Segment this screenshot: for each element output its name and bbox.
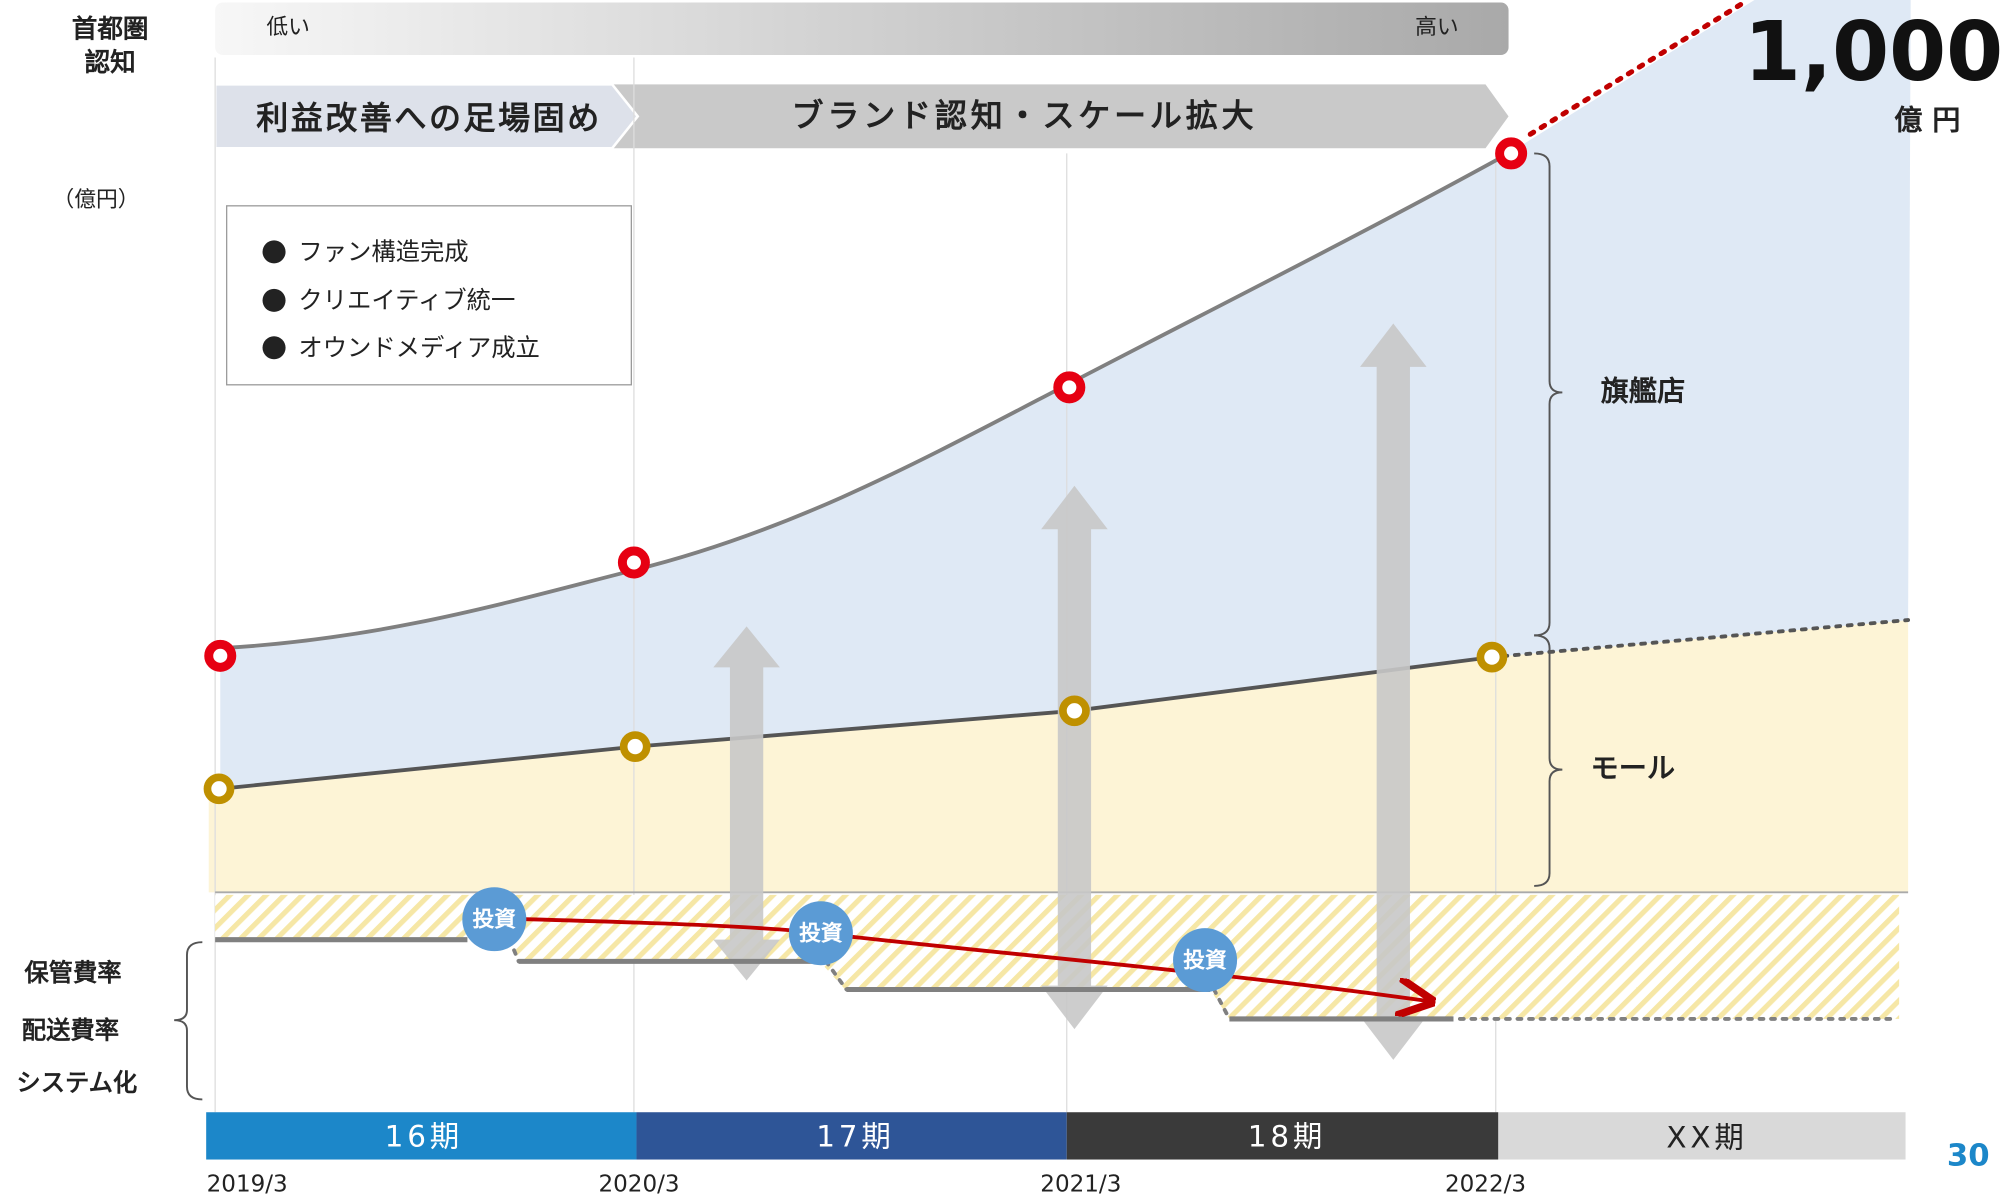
awareness-label: 首都圏 [72,14,149,45]
legend-bullet [262,288,286,312]
date-label: 2020/3 [598,1172,679,1198]
flagship-markers [204,137,1528,672]
awareness-high: 高い [1415,15,1459,40]
legend-item: ファン構造完成 [298,237,468,266]
unit: （億円） [53,188,140,213]
phase-arrow [608,84,1509,149]
date-label: 2019/3 [207,1172,288,1198]
cost-label: 保管費率 [23,958,121,987]
target-unit: 億 円 [1894,103,1960,136]
period-bar [206,1112,637,1160]
mall-projection [1489,618,1911,660]
cost-trend [524,917,1428,1001]
date-label: 2022/3 [1445,1172,1526,1198]
awareness-bar [215,2,1509,55]
period-label: XX期 [1666,1121,1747,1155]
target-value: 1,000 [1744,5,2003,100]
brackets [174,152,1563,1101]
mall-line [220,655,1493,791]
period-bar [1498,1112,1906,1160]
period-label: 16期 [385,1119,463,1153]
awareness-low: 低い [266,15,310,40]
mall-markers [203,641,1508,805]
invest-label: 投資 [799,921,843,947]
date-label: 2021/3 [1040,1172,1121,1198]
period-label: 17期 [816,1119,894,1153]
cost-label: システム化 [16,1068,137,1097]
awareness-label: 認知 [85,47,136,78]
period-label: 18期 [1248,1119,1326,1153]
legend-bullet [262,240,286,264]
period-bar [1066,1112,1499,1160]
legend-item: クリエイティブ統一 [298,286,515,315]
invest-label: 投資 [473,906,517,932]
phase-label: ブランド認知・スケール拡大 [792,97,1258,135]
page-number: 30 [1947,1138,1990,1173]
period-bar [636,1112,1067,1160]
flagship-line [220,151,1510,651]
invest-label: 投資 [1183,947,1227,973]
phase-label: 利益改善への足場固め [256,99,602,137]
growth-arrows [713,323,1427,1060]
cost-label: 配送費率 [22,1016,119,1045]
segment-label: モール [1591,752,1675,785]
flagship-projection [1527,0,1751,137]
legend-bullet [262,336,286,360]
legend-item: オウンドメディア成立 [298,333,539,362]
segment-label: 旗艦店 [1601,374,1685,407]
invest-markers [462,887,1238,993]
legend-box [226,205,632,386]
